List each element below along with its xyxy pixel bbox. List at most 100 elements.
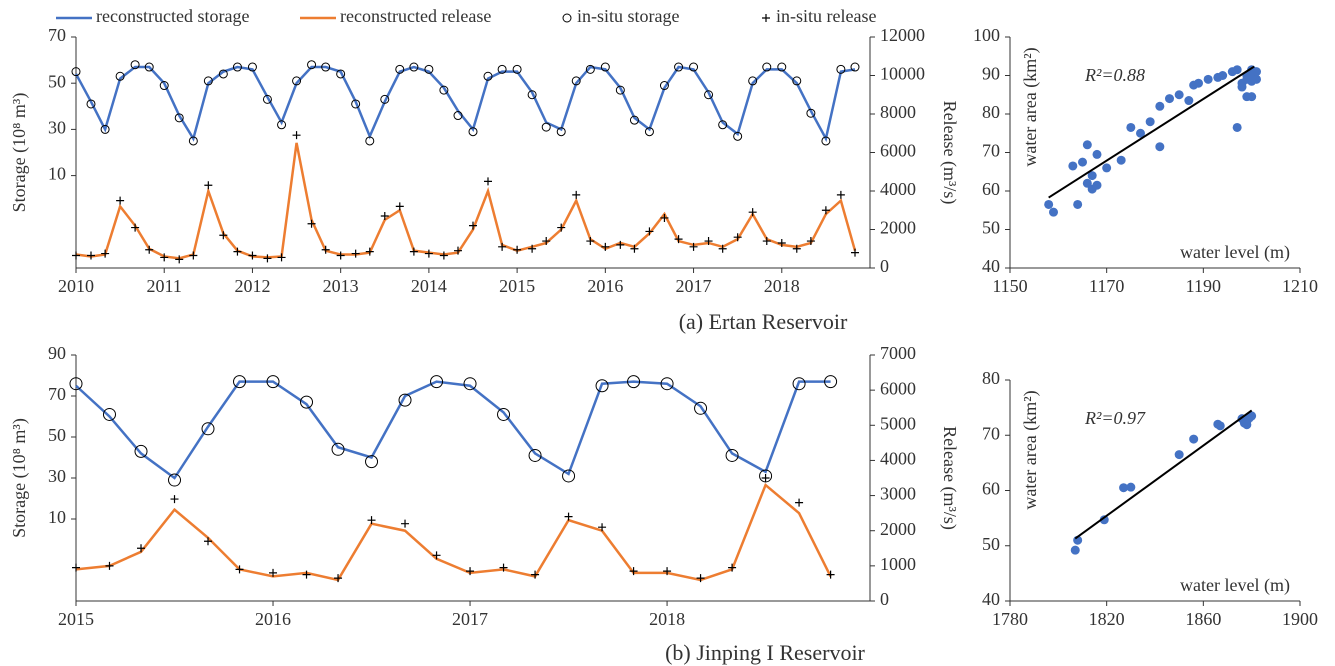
point-plus bbox=[792, 244, 801, 253]
point-circle bbox=[115, 71, 125, 81]
x-tick-label: 1190 bbox=[1186, 276, 1221, 296]
point-circle bbox=[203, 76, 213, 86]
y-tick-label: 10 bbox=[48, 164, 66, 184]
x-tick-label: 2010 bbox=[58, 276, 94, 296]
point bbox=[1126, 482, 1136, 492]
point bbox=[1044, 199, 1054, 209]
point bbox=[1126, 122, 1136, 132]
x-tick-label: 2017 bbox=[452, 609, 488, 629]
point-plus bbox=[696, 574, 705, 583]
x-tick-label: 1900 bbox=[1282, 609, 1318, 629]
point-plus bbox=[116, 196, 125, 205]
y-tick-label: 50 bbox=[48, 71, 66, 91]
series-line bbox=[74, 65, 856, 143]
point bbox=[1165, 94, 1174, 104]
point bbox=[1247, 411, 1257, 421]
point-circle bbox=[300, 395, 314, 409]
point-plus bbox=[401, 519, 410, 528]
point-plus bbox=[645, 227, 654, 236]
legend-label: in-situ storage bbox=[577, 6, 679, 26]
y-tick-label: 70 bbox=[48, 384, 66, 404]
point-plus bbox=[674, 235, 683, 244]
point-plus bbox=[302, 570, 311, 579]
point bbox=[1252, 67, 1261, 77]
point-plus bbox=[616, 240, 625, 249]
point-circle bbox=[232, 62, 242, 72]
point-circle bbox=[512, 64, 522, 74]
y-tick-label: 60 bbox=[982, 179, 1000, 199]
point-plus bbox=[72, 563, 80, 572]
point-plus bbox=[432, 551, 441, 560]
point-circle bbox=[821, 136, 831, 146]
legend-swatch bbox=[562, 13, 572, 23]
point-circle bbox=[336, 69, 346, 79]
point-plus bbox=[454, 246, 463, 255]
point-plus bbox=[689, 242, 698, 251]
point-circle bbox=[748, 76, 758, 86]
y-tick-label: 80 bbox=[982, 102, 1000, 122]
point-circle bbox=[331, 442, 345, 456]
y2-tick-label: 2000 bbox=[880, 218, 916, 238]
y-tick-label: 50 bbox=[48, 425, 66, 445]
y-tick-label: 50 bbox=[982, 218, 1000, 238]
y-tick-label: 90 bbox=[982, 64, 1000, 84]
point-circle bbox=[595, 379, 609, 393]
point-plus bbox=[499, 563, 508, 572]
point-circle bbox=[71, 67, 81, 77]
point bbox=[1218, 71, 1228, 80]
point-plus bbox=[466, 567, 475, 576]
point-plus bbox=[292, 131, 301, 140]
point-circle bbox=[556, 127, 566, 137]
point bbox=[1252, 74, 1261, 84]
y2-tick-label: 6000 bbox=[880, 141, 916, 161]
point-plus bbox=[351, 249, 360, 258]
point-circle bbox=[218, 69, 228, 79]
point-plus bbox=[630, 244, 639, 253]
point-plus bbox=[105, 561, 114, 570]
y-axis-title: Storage (10⁸ m³) bbox=[9, 418, 30, 538]
fit-line bbox=[1074, 409, 1253, 540]
point-circle bbox=[629, 115, 639, 125]
point-circle bbox=[497, 407, 511, 421]
x-tick-label: 2011 bbox=[147, 276, 182, 296]
y2-tick-label: 8000 bbox=[880, 102, 916, 122]
y-tick-label: 50 bbox=[982, 534, 1000, 554]
x-axis-title: water level (m) bbox=[1180, 242, 1290, 263]
point bbox=[1073, 199, 1083, 209]
point bbox=[1092, 149, 1102, 159]
point-plus bbox=[233, 247, 242, 256]
series-line bbox=[75, 482, 832, 582]
point-circle bbox=[100, 124, 110, 134]
point bbox=[1049, 207, 1058, 217]
point-circle bbox=[86, 99, 96, 109]
point-plus bbox=[409, 247, 418, 256]
point-circle bbox=[674, 62, 684, 72]
point-plus bbox=[365, 247, 374, 256]
point-circle bbox=[615, 85, 625, 95]
annotation: R²=0.88 bbox=[1084, 65, 1145, 85]
point-circle bbox=[144, 62, 154, 72]
point bbox=[1174, 450, 1184, 460]
y2-tick-label: 5000 bbox=[880, 413, 916, 433]
x-tick-label: 1820 bbox=[1089, 609, 1125, 629]
point-circle bbox=[174, 113, 184, 123]
point-plus bbox=[586, 237, 595, 246]
point-circle bbox=[247, 62, 257, 72]
point-circle bbox=[262, 94, 272, 104]
point-circle bbox=[351, 99, 361, 109]
y-tick-label: 30 bbox=[48, 118, 66, 138]
y-tick-label: 60 bbox=[982, 479, 1000, 499]
point-plus bbox=[528, 244, 537, 253]
point-plus bbox=[557, 223, 566, 232]
x-tick-label: 1210 bbox=[1282, 276, 1318, 296]
point-plus bbox=[269, 568, 278, 577]
point-plus bbox=[189, 251, 198, 260]
point-plus bbox=[531, 570, 540, 579]
point-circle bbox=[733, 131, 743, 141]
point-plus bbox=[718, 244, 727, 253]
point-plus bbox=[137, 544, 146, 553]
caption: (b) Jinping I Reservoir bbox=[665, 640, 865, 665]
point-plus bbox=[439, 251, 448, 260]
point-circle bbox=[130, 60, 140, 70]
point-circle bbox=[439, 85, 449, 95]
